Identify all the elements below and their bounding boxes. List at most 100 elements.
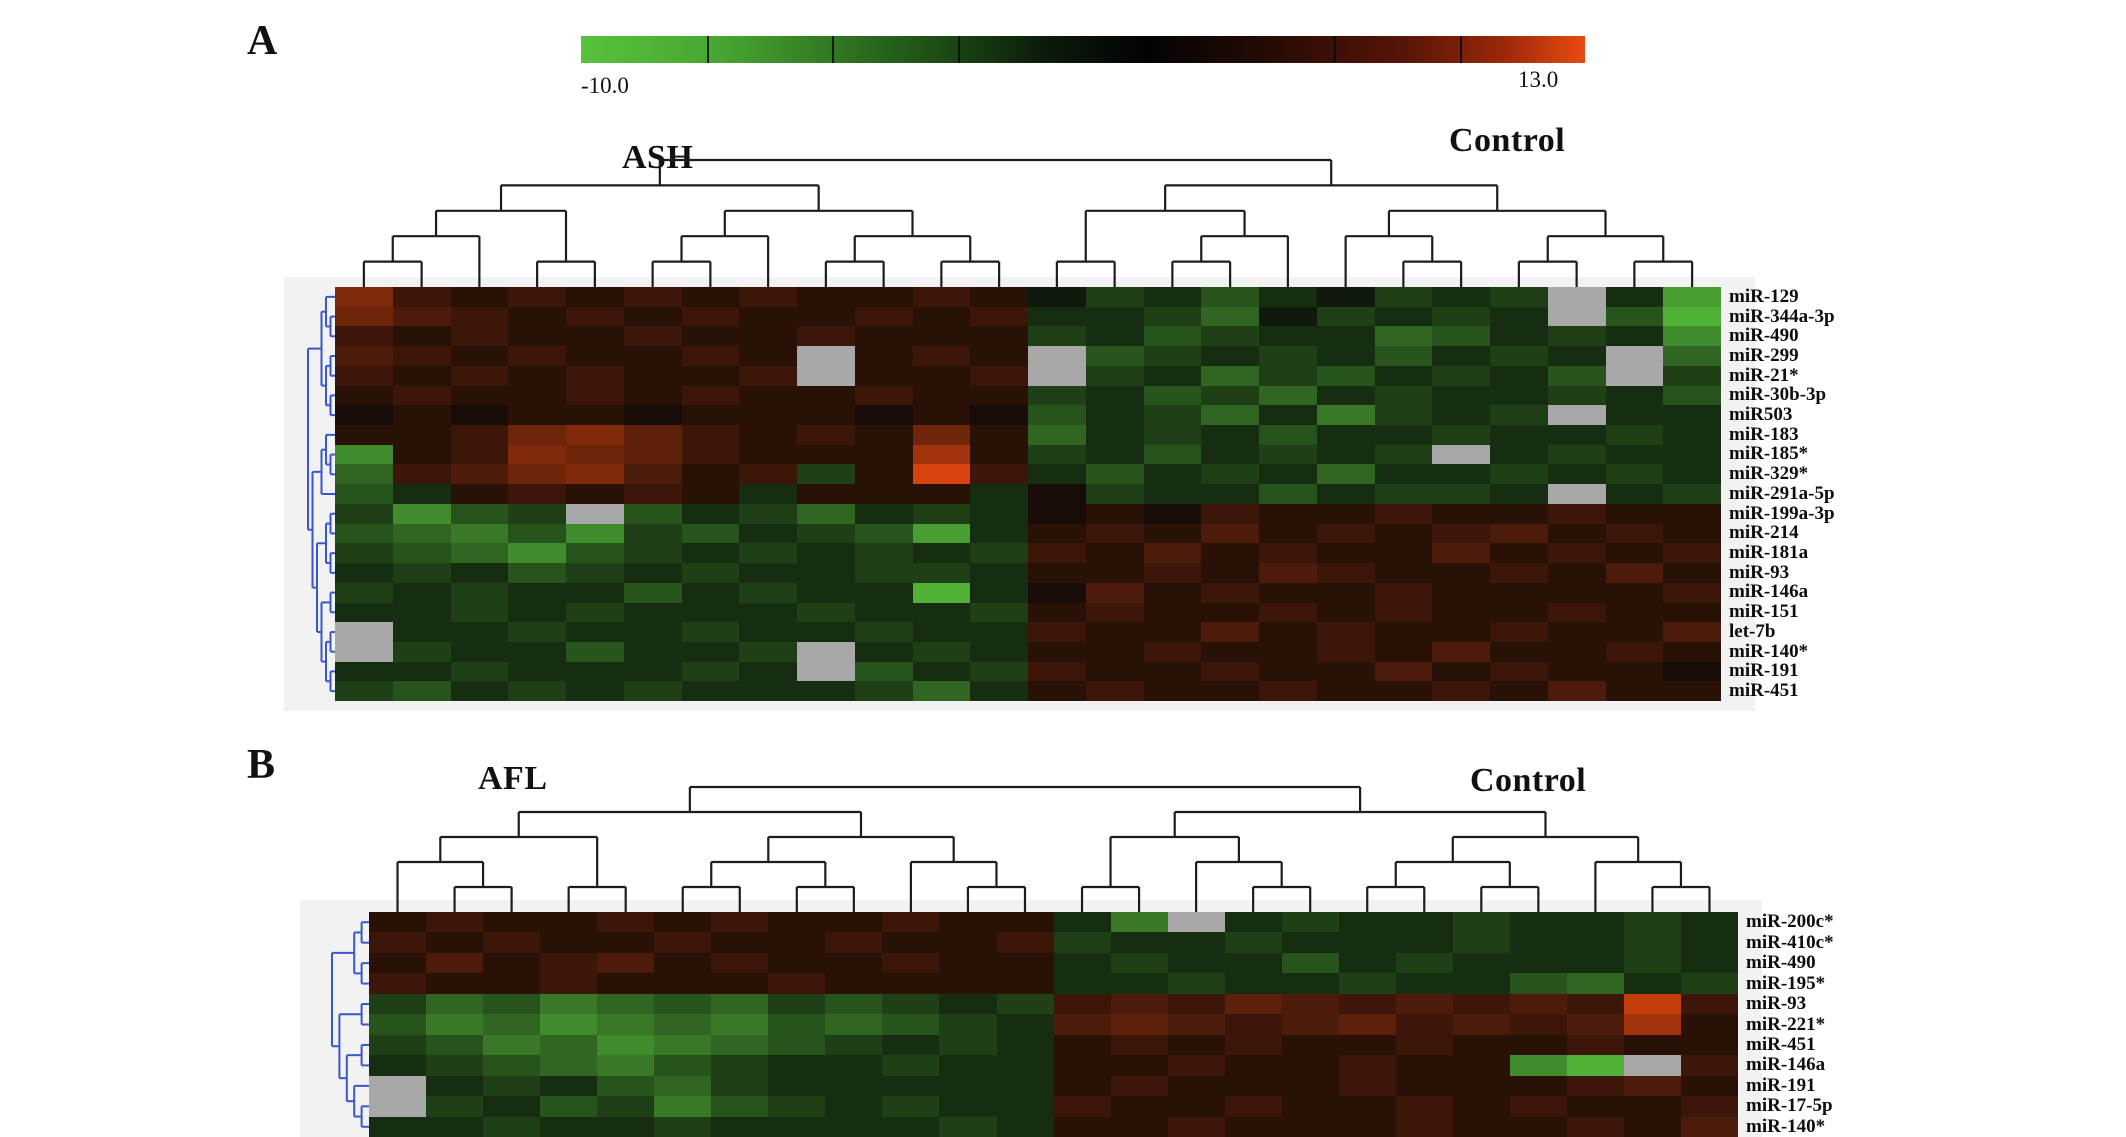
heatmap-cell [1624, 952, 1682, 974]
heatmap-cell [768, 1014, 826, 1035]
heatmap-cell [392, 405, 451, 426]
heatmap-cell [912, 563, 971, 583]
heatmap-cell [566, 484, 624, 504]
heatmap-cell [681, 385, 740, 406]
heatmap-cell [1259, 641, 1317, 662]
heatmap-cell [1201, 326, 1259, 347]
heatmap-cell [1681, 932, 1739, 953]
heatmap-cell [597, 973, 655, 994]
heatmap-cell [566, 326, 624, 347]
heatmap-cell [912, 523, 971, 544]
heatmap-cell [450, 287, 509, 307]
heatmap-cell [681, 484, 740, 504]
heatmap-cell [1028, 484, 1086, 504]
heatmap-row [335, 365, 1721, 386]
heatmap-cell [882, 932, 940, 953]
heatmap-cell [854, 622, 913, 642]
heatmap-cell [1432, 385, 1490, 406]
heatmap-cell [566, 346, 624, 366]
heatmap-cell [1143, 346, 1202, 366]
heatmap-cell [797, 681, 855, 702]
heatmap-cell [854, 563, 913, 583]
heatmap-cell [912, 641, 971, 662]
heatmap-cell [1490, 563, 1548, 583]
heatmap-cell [739, 464, 797, 485]
heatmap-cell [681, 464, 740, 485]
heatmap-cell [1338, 1096, 1396, 1117]
column-dendrogram-a [362, 158, 1694, 287]
heatmap-cell [1053, 912, 1111, 933]
heatmap-cell [426, 932, 484, 953]
heatmap-row [335, 681, 1721, 702]
heatmap-cell [1547, 444, 1606, 465]
heatmap-cell [854, 326, 913, 347]
heatmap-cell [540, 952, 598, 974]
heatmap-cell [1085, 582, 1144, 603]
heatmap-cell [1432, 602, 1490, 623]
heatmap-cell [1490, 484, 1548, 504]
heatmap-cell [768, 993, 826, 1015]
heatmap-cell [566, 641, 624, 662]
heatmap-cell [1663, 563, 1721, 583]
heatmap-cell [1547, 622, 1606, 642]
heatmap-cell [1143, 405, 1202, 426]
heatmap-cell [1085, 484, 1144, 504]
heatmap-cell [1085, 326, 1144, 347]
heatmap-cell [623, 661, 682, 682]
heatmap-cell [768, 1116, 826, 1137]
heatmap-cell [450, 306, 509, 327]
heatmap-cell [1259, 365, 1317, 386]
heatmap-cell [970, 365, 1028, 386]
row-label: miR-490 [1729, 325, 1799, 347]
heatmap-cell [1167, 1014, 1225, 1035]
heatmap-cell [1566, 1116, 1625, 1137]
heatmap-cell [1452, 932, 1510, 953]
heatmap-cell [623, 346, 682, 366]
heatmap-cell [540, 1034, 598, 1056]
heatmap-cell [1316, 503, 1375, 524]
heatmap-cell [1338, 1116, 1396, 1137]
heatmap-cell [508, 365, 566, 386]
heatmap-cell [1110, 973, 1168, 994]
heatmap-cell [1490, 602, 1548, 623]
heatmap-cell [1547, 405, 1606, 426]
heatmap-cell [1452, 1075, 1510, 1097]
heatmap-cell [450, 464, 509, 485]
row-label: miR-93 [1746, 993, 1807, 1015]
heatmap-row [369, 912, 1739, 933]
heatmap-cell [1509, 912, 1567, 933]
heatmap-cell [426, 1055, 484, 1076]
heatmap-cell [768, 973, 826, 994]
heatmap-cell [1110, 1014, 1168, 1035]
heatmap-cell [1605, 661, 1664, 682]
heatmap-cell [768, 952, 826, 974]
heatmap-cell [483, 1055, 541, 1076]
row-label: miR-21* [1729, 364, 1799, 386]
heatmap-cell [1624, 1014, 1682, 1035]
heatmap-cell [1316, 464, 1375, 485]
heatmap-cell [450, 503, 509, 524]
heatmap-cell [1663, 385, 1721, 406]
heatmap-cell [1663, 681, 1721, 702]
heatmap-cell [426, 973, 484, 994]
row-label: miR-291a-5p [1729, 482, 1835, 504]
heatmap-cell [392, 444, 451, 465]
heatmap-cell [483, 993, 541, 1015]
heatmap-cell [1201, 602, 1259, 623]
heatmap-cell [912, 484, 971, 504]
heatmap-cell [623, 681, 682, 702]
heatmap-cell [970, 661, 1028, 682]
heatmap-cell [739, 602, 797, 623]
heatmap-cell [1681, 912, 1739, 933]
heatmap-cell [450, 365, 509, 386]
heatmap-cell [597, 912, 655, 933]
heatmap-cell [1085, 464, 1144, 485]
heatmap-cell [854, 346, 913, 366]
heatmap-cell [996, 1075, 1054, 1097]
heatmap-cell [939, 1116, 997, 1137]
heatmap-cell [912, 661, 971, 682]
heatmap-cell [1432, 346, 1490, 366]
heatmap-cell [1663, 503, 1721, 524]
heatmap-cell [996, 1096, 1054, 1117]
heatmap-cell [1681, 952, 1739, 974]
